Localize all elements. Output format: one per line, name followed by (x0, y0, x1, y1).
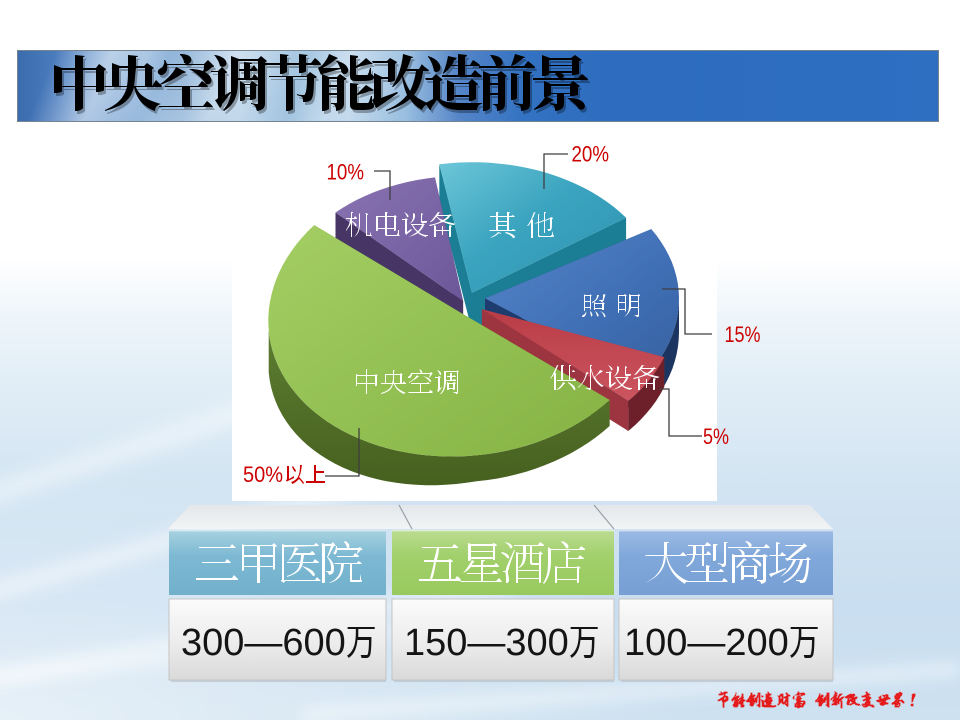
svg-text:50%: 50% (243, 462, 283, 487)
svg-text:300—600: 300—600 (181, 622, 346, 664)
svg-text:150—300: 150—300 (404, 622, 569, 664)
svg-text:10%: 10% (327, 160, 365, 185)
svg-text:5%: 5% (703, 424, 729, 449)
svg-text:100—200: 100—200 (624, 622, 789, 664)
svg-text:15%: 15% (725, 322, 761, 347)
svg-text:20%: 20% (572, 142, 610, 167)
